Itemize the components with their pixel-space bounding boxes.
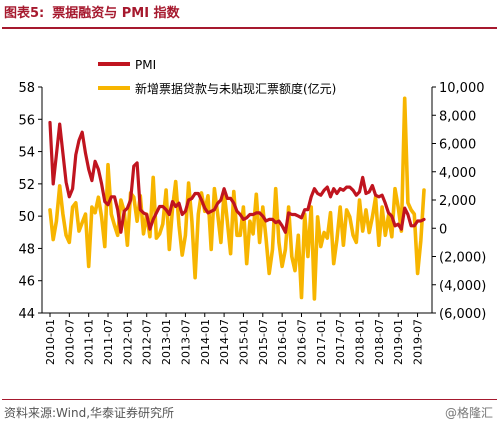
x-tick-label: 2019-01 <box>392 319 405 365</box>
legend: PMI 新增票据贷款与未贴现汇票额度(亿元) <box>98 58 336 96</box>
x-tick-label: 2018-01 <box>354 319 367 365</box>
x-tick-label: 2016-01 <box>276 319 289 365</box>
left-tick-label: 50 <box>18 210 35 225</box>
x-tick-label: 2018-07 <box>373 319 386 365</box>
left-tick-label: 52 <box>18 178 35 193</box>
left-tick-label: 58 <box>18 81 35 96</box>
right-axis: (6,000) (4,000) (2,000) 0 2,000 4,000 6,000 8,0… <box>432 81 486 322</box>
x-tick-label: 2015-01 <box>237 319 250 365</box>
figure-title-text: 票据融资与 PMI 指数 <box>52 6 180 21</box>
watermark: @格隆汇 <box>444 406 493 420</box>
x-tick-label: 2013-07 <box>179 319 192 365</box>
left-tick-label: 48 <box>18 242 35 257</box>
series-layer <box>48 96 426 301</box>
legend-bills-label: 新增票据贷款与未贴现汇票额度(亿元) <box>135 81 336 96</box>
bills-series-line <box>48 96 426 301</box>
pmi-series-line <box>48 120 426 234</box>
dual-axis-line-chart: 44 46 48 50 52 54 56 58 (6,000) (4,000) (2,000) 0 2… <box>18 58 486 365</box>
left-tick-label: 56 <box>18 113 35 128</box>
left-tick-label: 54 <box>18 146 35 161</box>
source-note: 资料来源:Wind,华泰证券研究所 <box>4 406 175 420</box>
right-tick-label: (4,000) <box>439 279 486 294</box>
figure-title: 图表5: 票据融资与 PMI 指数 <box>4 3 495 25</box>
title-rule <box>2 27 497 29</box>
right-tick-label: 8,000 <box>439 109 476 124</box>
x-tick-label: 2014-07 <box>218 319 231 365</box>
left-tick-label: 44 <box>18 307 35 322</box>
right-tick-label: 10,000 <box>439 81 485 96</box>
right-tick-label: (6,000) <box>439 307 486 322</box>
right-tick-label: 2,000 <box>439 194 476 209</box>
x-tick-label: 2015-07 <box>257 319 270 365</box>
right-tick-label: 4,000 <box>439 166 476 181</box>
right-tick-label: (2,000) <box>439 251 486 266</box>
figure-label: 图表5: <box>4 6 45 21</box>
x-tick-label: 2013-01 <box>160 319 173 365</box>
x-tick-label: 2017-07 <box>334 319 347 365</box>
right-tick-label: 6,000 <box>439 138 476 153</box>
left-axis: 44 46 48 50 52 54 56 58 <box>18 81 42 322</box>
x-tick-label: 2012-07 <box>141 319 154 365</box>
x-tick-label: 2010-01 <box>44 319 57 365</box>
x-tick-label: 2011-07 <box>102 319 115 365</box>
right-tick-label: 0 <box>439 222 447 237</box>
footer-rule <box>2 399 497 400</box>
x-tick-label: 2010-07 <box>63 319 76 365</box>
x-tick-label: 2011-01 <box>83 319 96 365</box>
x-axis: 2010-01 2010-07 2011-01 2011-07 2012-01 2012-… <box>44 313 425 365</box>
x-tick-label: 2012-01 <box>121 319 134 365</box>
x-tick-label: 2016-07 <box>295 319 308 365</box>
legend-pmi-label: PMI <box>135 58 156 72</box>
x-tick-label: 2019-07 <box>412 319 425 365</box>
x-tick-label: 2014-01 <box>199 319 212 365</box>
left-tick-label: 46 <box>18 275 35 290</box>
x-tick-label: 2017-01 <box>315 319 328 365</box>
